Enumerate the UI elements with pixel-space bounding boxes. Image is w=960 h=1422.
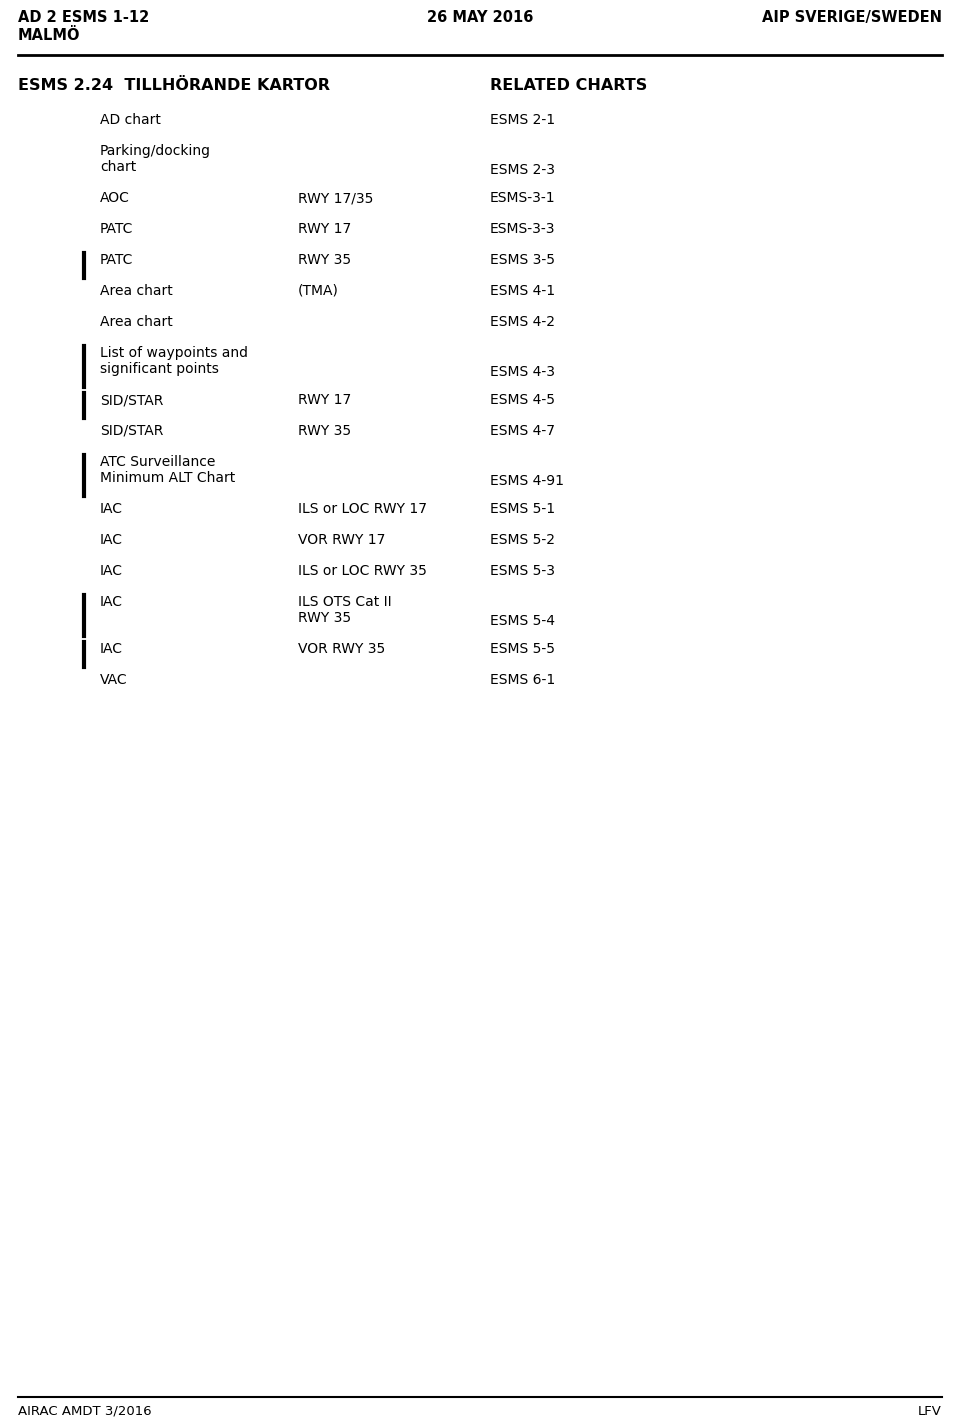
Text: ILS OTS Cat II
RWY 35: ILS OTS Cat II RWY 35 bbox=[298, 594, 392, 626]
Text: (TMA): (TMA) bbox=[298, 284, 339, 299]
Text: ESMS 5-4: ESMS 5-4 bbox=[490, 614, 555, 629]
Text: AOC: AOC bbox=[100, 191, 130, 205]
Text: ESMS 5-3: ESMS 5-3 bbox=[490, 565, 555, 577]
Text: RWY 35: RWY 35 bbox=[298, 424, 351, 438]
Text: RWY 35: RWY 35 bbox=[298, 253, 351, 267]
Text: ESMS 4-5: ESMS 4-5 bbox=[490, 392, 555, 407]
Text: ESMS 6-1: ESMS 6-1 bbox=[490, 673, 555, 687]
Text: RWY 17: RWY 17 bbox=[298, 392, 351, 407]
Text: SID/STAR: SID/STAR bbox=[100, 392, 163, 407]
Text: SID/STAR: SID/STAR bbox=[100, 424, 163, 438]
Text: ESMS 2-1: ESMS 2-1 bbox=[490, 112, 555, 127]
Text: Parking/docking
chart: Parking/docking chart bbox=[100, 144, 211, 175]
Text: RWY 17/35: RWY 17/35 bbox=[298, 191, 373, 205]
Text: ESMS 5-1: ESMS 5-1 bbox=[490, 502, 555, 516]
Text: List of waypoints and
significant points: List of waypoints and significant points bbox=[100, 346, 248, 377]
Text: IAC: IAC bbox=[100, 594, 123, 609]
Text: ILS or LOC RWY 35: ILS or LOC RWY 35 bbox=[298, 565, 427, 577]
Text: AIP SVERIGE/SWEDEN: AIP SVERIGE/SWEDEN bbox=[762, 10, 942, 26]
Text: ESMS 2-3: ESMS 2-3 bbox=[490, 164, 555, 176]
Text: ILS or LOC RWY 17: ILS or LOC RWY 17 bbox=[298, 502, 427, 516]
Text: AIRAC AMDT 3/2016: AIRAC AMDT 3/2016 bbox=[18, 1405, 152, 1418]
Text: IAC: IAC bbox=[100, 641, 123, 656]
Text: ESMS 4-7: ESMS 4-7 bbox=[490, 424, 555, 438]
Text: AD 2 ESMS 1-12: AD 2 ESMS 1-12 bbox=[18, 10, 149, 26]
Text: IAC: IAC bbox=[100, 502, 123, 516]
Text: ESMS-3-1: ESMS-3-1 bbox=[490, 191, 556, 205]
Text: Area chart: Area chart bbox=[100, 316, 173, 328]
Text: VOR RWY 17: VOR RWY 17 bbox=[298, 533, 385, 547]
Text: ATC Surveillance
Minimum ALT Chart: ATC Surveillance Minimum ALT Chart bbox=[100, 455, 235, 485]
Text: VOR RWY 35: VOR RWY 35 bbox=[298, 641, 385, 656]
Text: ESMS 5-5: ESMS 5-5 bbox=[490, 641, 555, 656]
Text: AD chart: AD chart bbox=[100, 112, 161, 127]
Text: ESMS 2.24  TILLHÖRANDE KARTOR: ESMS 2.24 TILLHÖRANDE KARTOR bbox=[18, 78, 330, 92]
Text: ESMS 4-91: ESMS 4-91 bbox=[490, 474, 564, 488]
Text: ESMS 4-3: ESMS 4-3 bbox=[490, 365, 555, 380]
Text: IAC: IAC bbox=[100, 565, 123, 577]
Text: VAC: VAC bbox=[100, 673, 128, 687]
Text: IAC: IAC bbox=[100, 533, 123, 547]
Text: ESMS 4-1: ESMS 4-1 bbox=[490, 284, 555, 299]
Text: Area chart: Area chart bbox=[100, 284, 173, 299]
Text: ESMS 5-2: ESMS 5-2 bbox=[490, 533, 555, 547]
Text: PATC: PATC bbox=[100, 253, 133, 267]
Text: RELATED CHARTS: RELATED CHARTS bbox=[490, 78, 647, 92]
Text: ESMS 4-2: ESMS 4-2 bbox=[490, 316, 555, 328]
Text: ESMS-3-3: ESMS-3-3 bbox=[490, 222, 556, 236]
Text: PATC: PATC bbox=[100, 222, 133, 236]
Text: MALMÖ: MALMÖ bbox=[18, 28, 81, 43]
Text: 26 MAY 2016: 26 MAY 2016 bbox=[427, 10, 533, 26]
Text: RWY 17: RWY 17 bbox=[298, 222, 351, 236]
Text: LFV: LFV bbox=[918, 1405, 942, 1418]
Text: ESMS 3-5: ESMS 3-5 bbox=[490, 253, 555, 267]
